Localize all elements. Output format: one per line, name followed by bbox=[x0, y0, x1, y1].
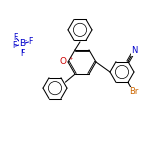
Text: F: F bbox=[20, 48, 24, 57]
Text: B: B bbox=[19, 40, 25, 48]
Text: F: F bbox=[13, 33, 17, 41]
Text: Br: Br bbox=[129, 87, 138, 96]
Text: -: - bbox=[24, 38, 27, 43]
Text: F: F bbox=[12, 41, 16, 50]
Text: F: F bbox=[28, 38, 32, 47]
Text: N: N bbox=[131, 46, 137, 55]
Text: +: + bbox=[68, 56, 73, 61]
Text: O: O bbox=[60, 57, 67, 67]
